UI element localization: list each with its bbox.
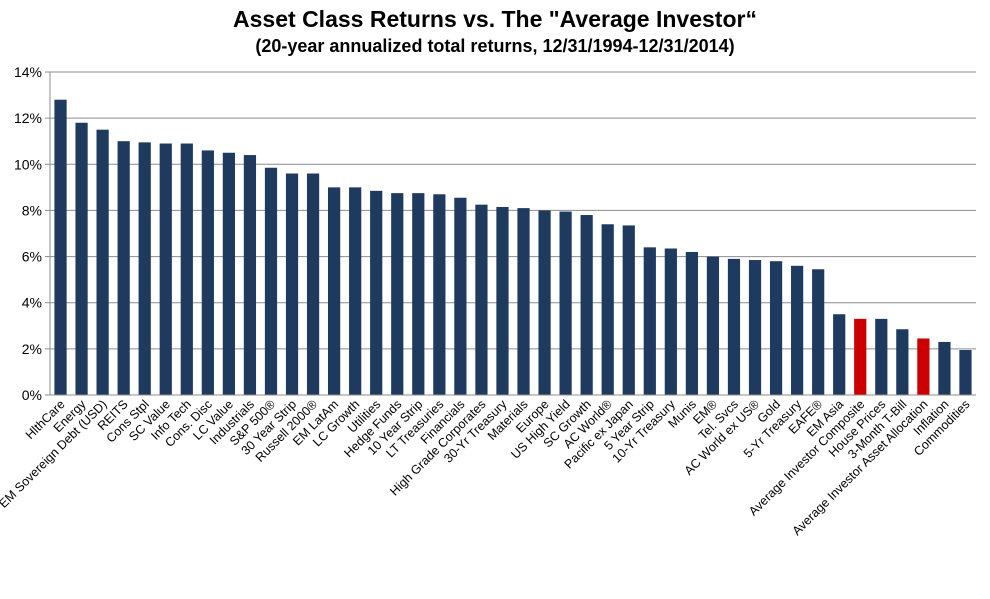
y-tick-label: 10% (14, 156, 42, 172)
bar (748, 260, 762, 395)
bar (706, 256, 720, 395)
bar (875, 318, 888, 395)
bar (96, 129, 109, 395)
bar (370, 190, 383, 395)
bar (833, 314, 846, 395)
bar (769, 261, 783, 395)
bar (959, 350, 972, 395)
bar (601, 224, 614, 395)
bar (538, 210, 551, 395)
bar (896, 329, 909, 395)
bar (180, 143, 193, 395)
bar (454, 197, 467, 395)
bar (328, 187, 341, 395)
bar (391, 193, 404, 396)
bar (685, 251, 698, 395)
bar (201, 150, 214, 395)
bar (791, 265, 804, 395)
bar (643, 247, 656, 395)
bar (433, 194, 446, 395)
bar (159, 143, 172, 395)
bar (412, 193, 425, 396)
bar (243, 155, 257, 395)
bar (285, 173, 299, 395)
y-tick-label: 12% (14, 110, 42, 126)
y-tick-label: 14% (14, 64, 42, 80)
bar (264, 167, 278, 395)
bar (622, 225, 635, 395)
bar (138, 142, 151, 395)
y-axis-tick-labels: 0% 2% 4% 6% 8% 10% 12% 14% (14, 64, 42, 403)
bar (496, 206, 509, 395)
y-tick-label: 4% (22, 295, 42, 311)
bar (917, 338, 930, 395)
bar (580, 215, 593, 395)
y-tick-label: 8% (22, 202, 42, 218)
bar (306, 173, 320, 395)
axes (49, 72, 976, 396)
bars (54, 99, 972, 396)
bar (812, 269, 825, 395)
bar (349, 187, 362, 395)
y-tick-label: 6% (22, 249, 42, 265)
bar (475, 204, 488, 395)
bar (517, 208, 530, 395)
chart-title: Asset Class Returns vs. The "Average Inv… (233, 6, 757, 32)
chart-subtitle: (20-year annualized total returns, 12/31… (255, 36, 735, 56)
bar (664, 248, 677, 395)
bar (54, 99, 67, 395)
bar (938, 341, 951, 395)
bar (117, 141, 130, 395)
bar (222, 152, 235, 395)
bar (854, 318, 867, 395)
bar (727, 258, 741, 395)
bar (559, 211, 572, 395)
bar (75, 122, 88, 395)
y-tick-label: 0% (22, 387, 42, 403)
y-tick-label: 2% (22, 341, 42, 357)
